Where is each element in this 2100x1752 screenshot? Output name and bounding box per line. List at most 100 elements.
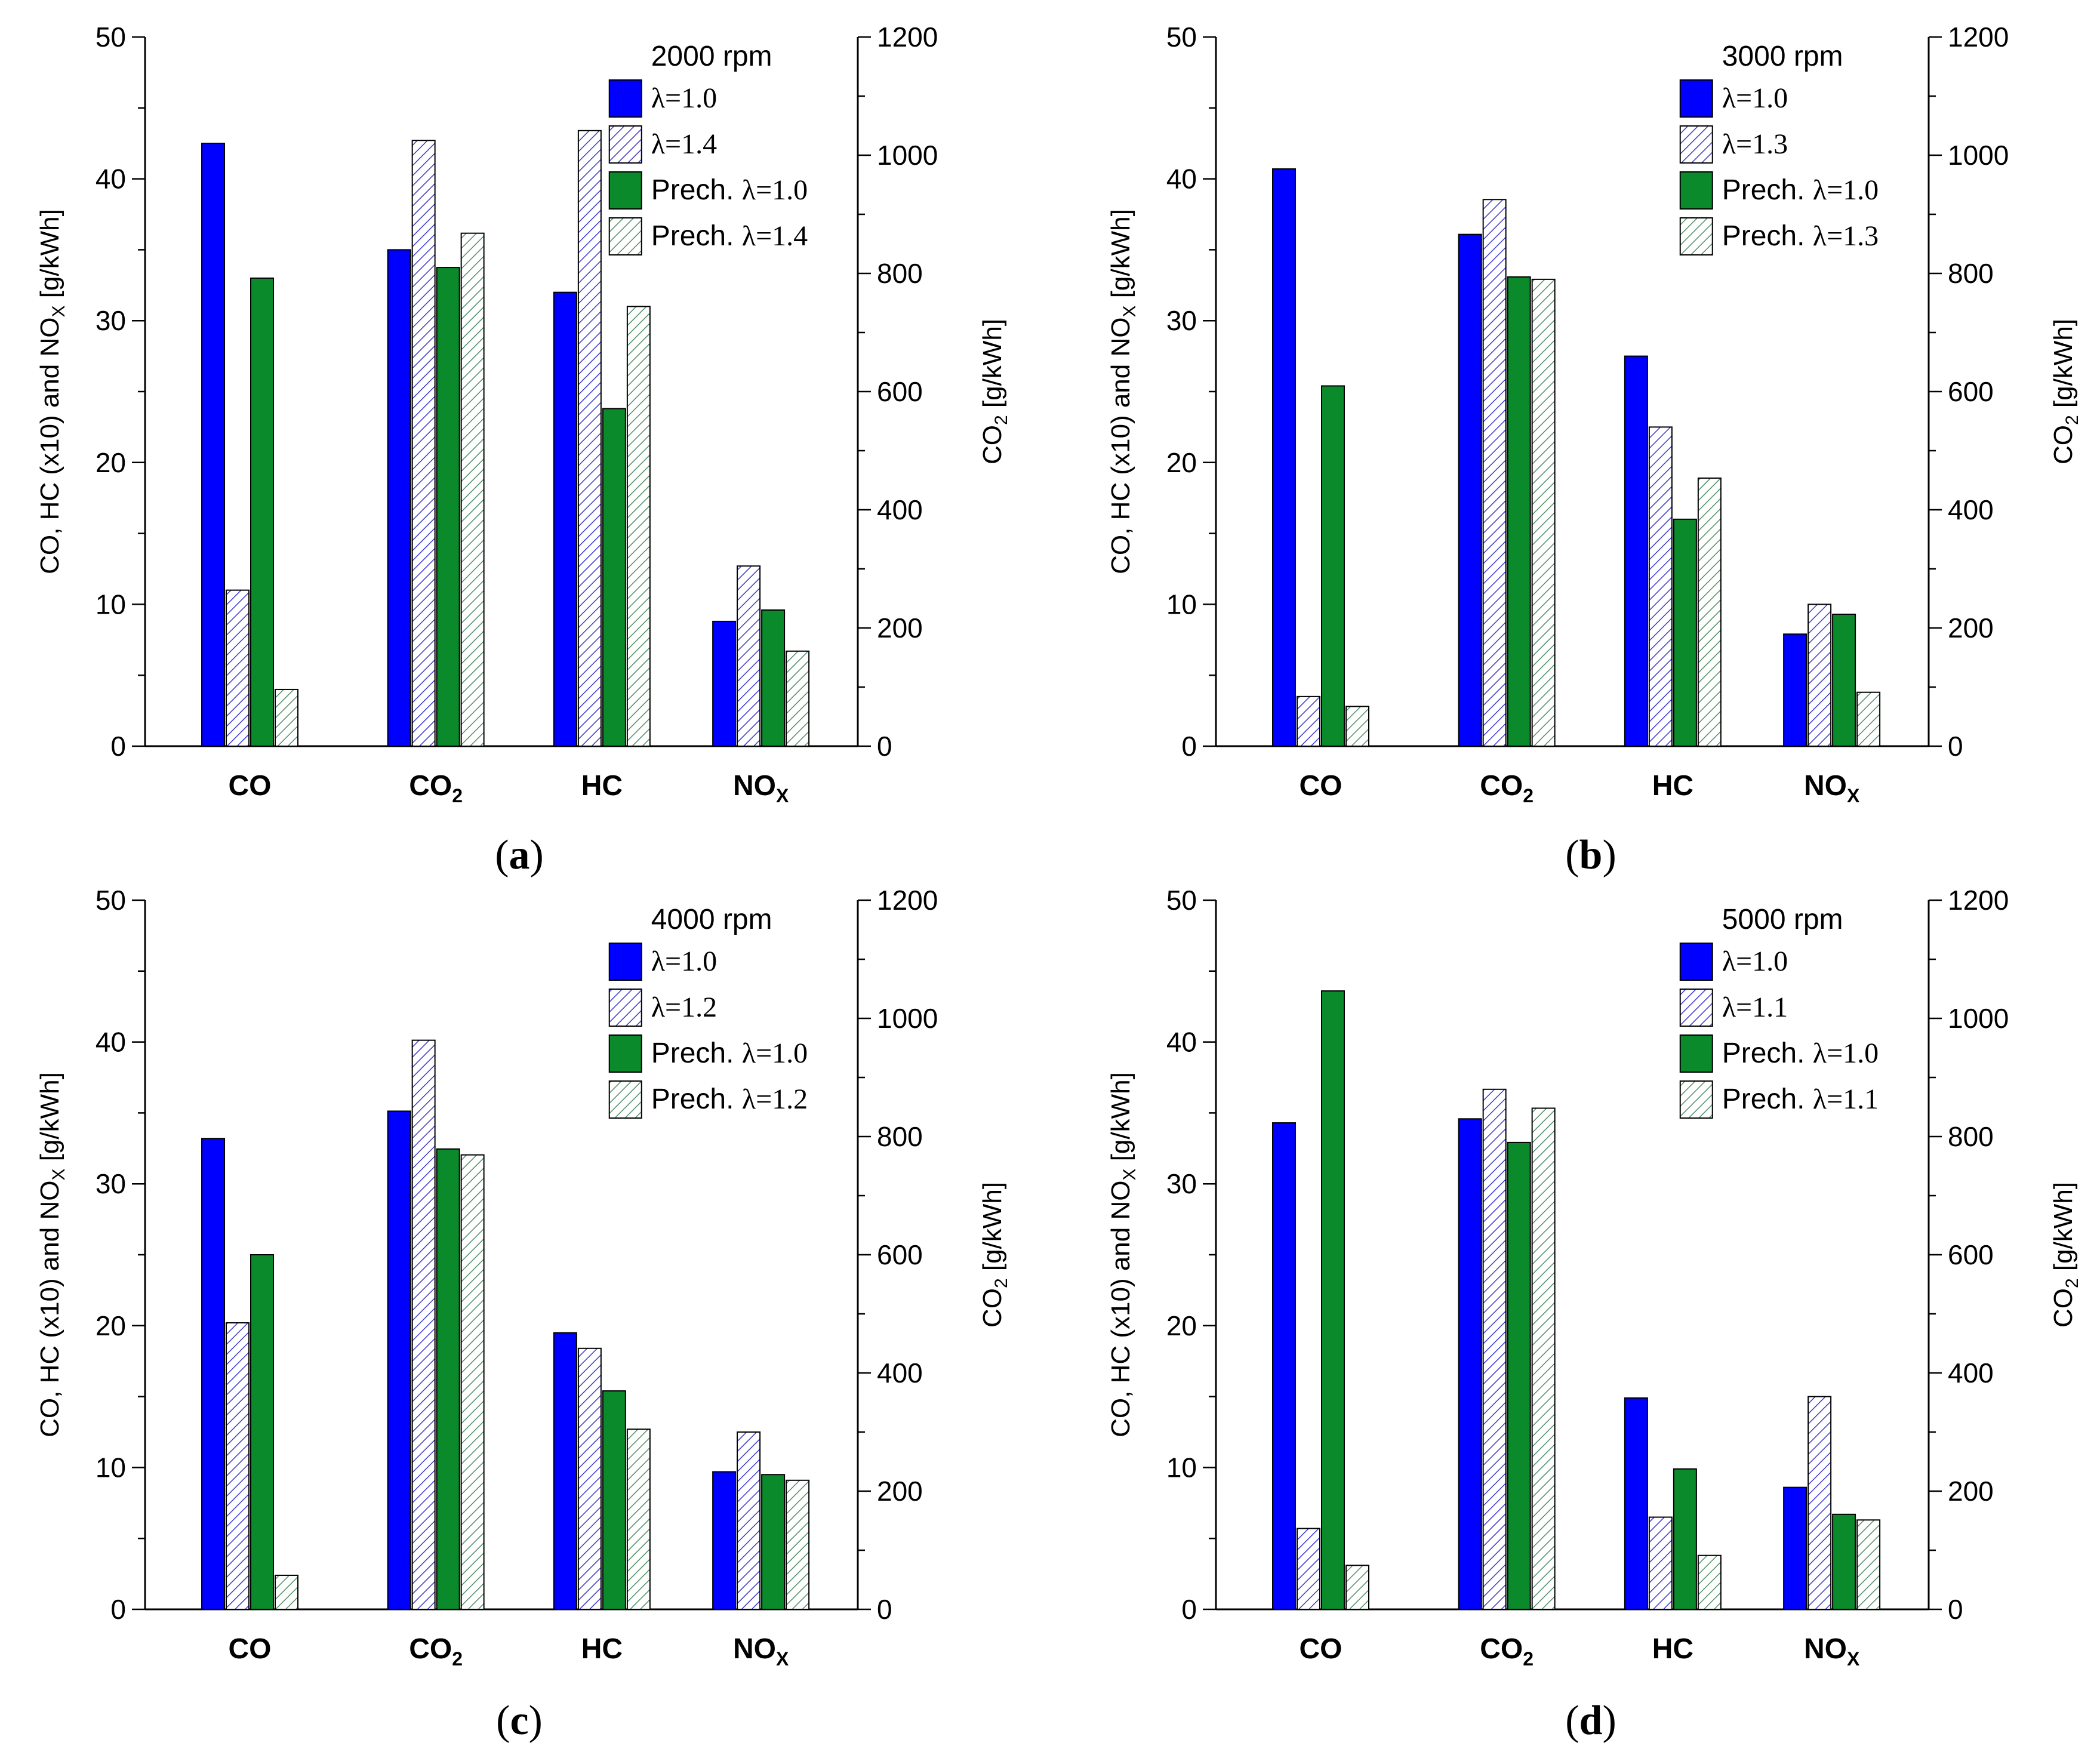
bar-nox-series-3	[1832, 1513, 1856, 1611]
bar-co2-series-2	[411, 140, 436, 747]
right-tick-label: 1200	[1948, 885, 2009, 916]
legend-swatch-3	[608, 171, 642, 210]
right-tick-label: 1200	[877, 21, 938, 53]
bar-co2-series-4	[1531, 1107, 1556, 1610]
left-tick-label: 50	[96, 885, 126, 916]
legend-label-1: λ=1.0	[651, 82, 717, 114]
bar-hc-series-4	[626, 306, 651, 747]
chart-panel-a: 0 10 20 30 40 50 0 200 400 600 800 1000 1200 CO, HC (…	[35, 21, 1011, 806]
bar-co2-series-1	[1458, 1118, 1482, 1611]
bar-hc-series-2	[1648, 426, 1673, 747]
left-tick-label: 0	[1181, 731, 1197, 762]
bar-hc-series-4	[1697, 1554, 1722, 1610]
left-tick-label: 40	[96, 164, 126, 195]
right-tick-label: 0	[877, 1594, 892, 1625]
right-tick-label: 400	[877, 494, 923, 525]
right-axis-title: CO2 [g/kWh]	[2049, 1182, 2082, 1328]
bar-co-series-1	[1272, 1122, 1297, 1610]
category-label-co2: CO2	[1480, 770, 1534, 806]
left-tick-label: 20	[96, 1310, 126, 1341]
bar-co-series-2	[226, 1322, 250, 1611]
right-tick-label: 400	[1948, 1357, 1994, 1388]
chart-panel-d: 0 10 20 30 40 50 0 200 400 600 800 1000 1200 CO, HC (…	[1106, 885, 2082, 1670]
bar-hc-series-4	[1697, 477, 1722, 747]
chart-panel-b: 0 10 20 30 40 50 0 200 400 600 800 1000 1200 CO, HC (…	[1106, 21, 2082, 806]
left-tick-label: 20	[1166, 447, 1197, 478]
bar-hc-series-4	[626, 1428, 651, 1611]
legend-swatch-2	[1679, 989, 1713, 1027]
rpm-label: 2000 rpm	[651, 41, 772, 72]
right-axis-title: CO2 [g/kWh]	[978, 319, 1011, 464]
right-tick-label: 600	[1948, 376, 1994, 407]
legend-swatch-4	[1679, 1080, 1713, 1119]
right-tick-label: 800	[1948, 258, 1994, 289]
category-label-co2: CO2	[409, 1633, 463, 1670]
bar-hc-series-1	[1624, 355, 1648, 747]
right-tick-label: 1200	[1948, 21, 2009, 53]
left-axis-title: CO, HC (x10) and NOX [g/kWh]	[1106, 209, 1140, 574]
bar-co-series-1	[201, 143, 226, 747]
left-tick-label: 30	[96, 305, 126, 336]
right-tick-label: 1000	[1948, 1003, 2009, 1034]
category-label-nox: NOX	[733, 1633, 789, 1670]
left-tick-label: 0	[110, 731, 126, 762]
legend-swatch-2	[1679, 125, 1713, 164]
bar-nox-series-4	[786, 1479, 810, 1610]
legend-label-4: Prech. λ=1.1	[1722, 1083, 1879, 1115]
legend-label-3: Prech. λ=1.0	[651, 1037, 808, 1069]
category-label-nox: NOX	[1804, 770, 1860, 806]
bar-hc-series-2	[1648, 1516, 1673, 1611]
bar-nox-series-2	[737, 1431, 761, 1610]
bar-nox-series-3	[761, 609, 786, 747]
panel-label-c: (c)	[496, 1698, 543, 1744]
legend-label-4: Prech. λ=1.2	[651, 1083, 808, 1115]
bar-hc-series-2	[577, 1347, 602, 1610]
right-tick-label: 800	[877, 258, 923, 289]
left-tick-label: 20	[96, 447, 126, 478]
bar-hc-series-2	[577, 130, 602, 747]
category-label-nox: NOX	[1804, 1633, 1860, 1670]
rpm-label: 5000 rpm	[1722, 904, 1843, 935]
bar-co-series-3	[250, 277, 275, 747]
category-label-co: CO	[229, 1633, 272, 1665]
rpm-label: 4000 rpm	[651, 904, 772, 935]
bar-co2-series-4	[460, 232, 485, 747]
bar-hc-series-3	[1673, 1468, 1697, 1610]
legend-swatch-3	[608, 1034, 642, 1073]
legend-swatch-4	[1679, 217, 1713, 255]
bar-co-series-2	[226, 589, 250, 747]
left-tick-label: 40	[1166, 1027, 1197, 1058]
bar-nox-series-1	[712, 1471, 737, 1611]
right-tick-label: 800	[1948, 1121, 1994, 1152]
legend-swatch-2	[608, 125, 642, 164]
left-tick-label: 40	[96, 1027, 126, 1058]
bar-co2-series-3	[1507, 1141, 1531, 1610]
right-tick-label: 1000	[1948, 140, 2009, 171]
bar-nox-series-4	[1856, 1519, 1881, 1611]
left-axis-title: CO, HC (x10) and NOX [g/kWh]	[35, 209, 69, 574]
legend-label-4: Prech. λ=1.4	[651, 220, 808, 252]
bar-hc-series-3	[602, 1390, 626, 1610]
bar-nox-series-2	[1808, 603, 1832, 747]
bar-nox-series-2	[737, 565, 761, 747]
bar-co2-series-3	[436, 1148, 460, 1611]
category-label-nox: NOX	[733, 770, 789, 806]
left-tick-label: 50	[1166, 885, 1197, 916]
right-tick-label: 200	[1948, 612, 1994, 643]
category-label-hc: HC	[1652, 1633, 1693, 1665]
bar-co2-series-4	[460, 1154, 485, 1610]
left-tick-label: 30	[96, 1168, 126, 1199]
bar-co2-series-1	[387, 1110, 411, 1611]
left-tick-label: 30	[1166, 1168, 1197, 1199]
right-axis-title: CO2 [g/kWh]	[2049, 319, 2082, 464]
bar-co-series-1	[201, 1138, 226, 1610]
bar-co2-series-2	[411, 1039, 436, 1610]
right-tick-label: 600	[1948, 1239, 1994, 1270]
bar-nox-series-1	[712, 620, 737, 747]
bar-nox-series-1	[1783, 633, 1808, 747]
right-tick-label: 1000	[877, 140, 938, 171]
left-axis-title: CO, HC (x10) and NOX [g/kWh]	[35, 1072, 69, 1437]
right-tick-label: 400	[1948, 494, 1994, 525]
legend-label-2: λ=1.2	[651, 992, 717, 1023]
panel-label-d: (d)	[1565, 1698, 1616, 1744]
